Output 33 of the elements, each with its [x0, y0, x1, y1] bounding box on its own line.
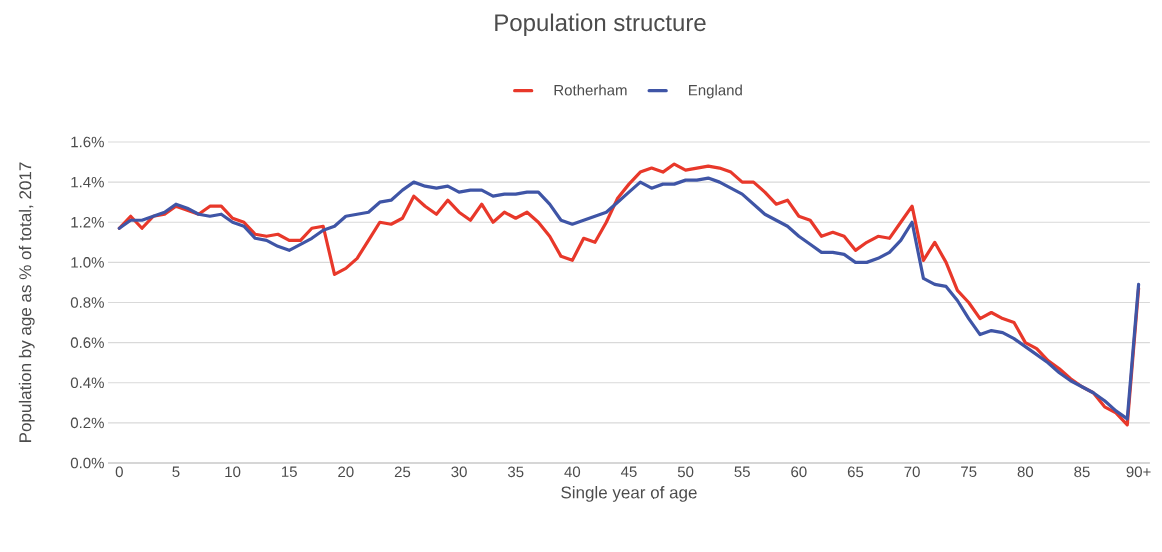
x-tick-label: 80 [1017, 466, 1034, 478]
x-tick-label: 5 [172, 466, 180, 477]
x-tick-label: 50 [677, 466, 694, 478]
y-tick-label: 0.4% [70, 377, 104, 389]
y-axis-title: Population by age as % of total, 2017 [18, 162, 35, 442]
x-tick-label: 70 [904, 466, 920, 478]
chart-title: Population structure [495, 13, 706, 36]
y-tick-label: 1.0% [71, 257, 104, 268]
legend-label: Rotherham [554, 84, 627, 96]
x-tick-label: 60 [791, 466, 807, 478]
y-tick-label: 0.6% [70, 337, 104, 348]
x-tick-label: 35 [507, 466, 524, 478]
x-tick-label: 55 [734, 466, 750, 477]
y-tick-label: 0.8% [70, 297, 104, 308]
x-tick-label: 40 [564, 466, 581, 478]
y-tick-label: 1.2% [71, 216, 104, 228]
y-tick-label: 0.2% [70, 417, 104, 429]
x-tick-label: 45 [620, 466, 637, 477]
x-axis-title: Single year of age [561, 486, 697, 502]
x-tick-label: 20 [338, 466, 354, 478]
x-tick-label: 85 [1074, 466, 1090, 478]
x-tick-label: 10 [225, 466, 241, 478]
x-tick-label: 25 [394, 466, 411, 478]
x-tick-label: 65 [847, 466, 864, 478]
y-tick-label: 0.0% [70, 457, 104, 469]
x-tick-label: 75 [961, 466, 977, 477]
x-tick-label: 0 [115, 466, 123, 478]
y-tick-label: 1.4% [71, 176, 104, 188]
x-tick-label: 30 [451, 466, 467, 478]
y-tick-label: 1.6% [71, 136, 104, 148]
x-tick-label: 15 [282, 466, 297, 477]
legend-label: England [689, 84, 742, 99]
x-tick-label: 90+ [1126, 466, 1151, 478]
